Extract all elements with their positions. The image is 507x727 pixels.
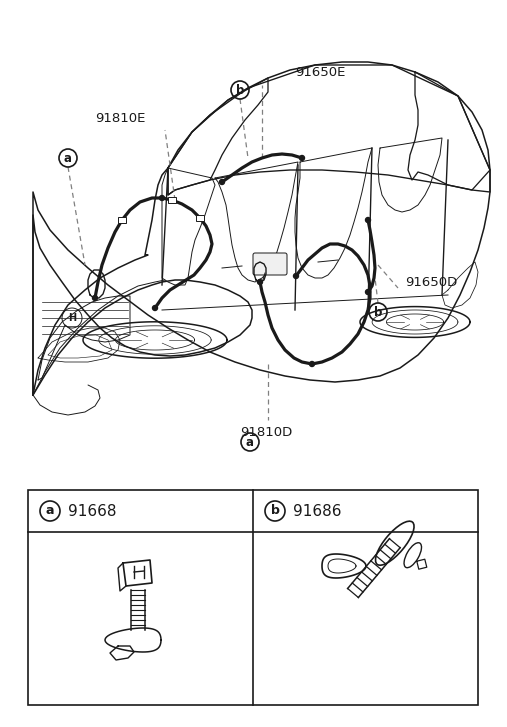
Circle shape — [153, 305, 158, 310]
Circle shape — [366, 217, 371, 222]
Circle shape — [220, 180, 225, 185]
Text: b: b — [236, 84, 244, 97]
Text: 91810D: 91810D — [240, 425, 292, 438]
Bar — [196, 215, 204, 221]
Text: 91686: 91686 — [293, 504, 342, 518]
Text: 91650E: 91650E — [295, 65, 345, 79]
Bar — [28, 490, 478, 705]
FancyBboxPatch shape — [253, 253, 287, 275]
Bar — [168, 197, 176, 203]
Circle shape — [294, 273, 299, 278]
Circle shape — [300, 156, 305, 161]
Text: 91650D: 91650D — [405, 276, 457, 289]
Bar — [118, 217, 126, 223]
Text: b: b — [374, 305, 382, 318]
Text: 91810E: 91810E — [95, 111, 146, 124]
Circle shape — [92, 295, 97, 300]
Circle shape — [258, 279, 263, 284]
Circle shape — [309, 361, 314, 366]
Text: a: a — [246, 435, 254, 449]
Text: H: H — [68, 313, 76, 323]
Circle shape — [160, 196, 164, 201]
Text: 91668: 91668 — [68, 504, 117, 518]
Text: a: a — [46, 505, 54, 518]
Text: b: b — [271, 505, 279, 518]
Text: a: a — [64, 151, 72, 164]
Circle shape — [366, 289, 371, 294]
